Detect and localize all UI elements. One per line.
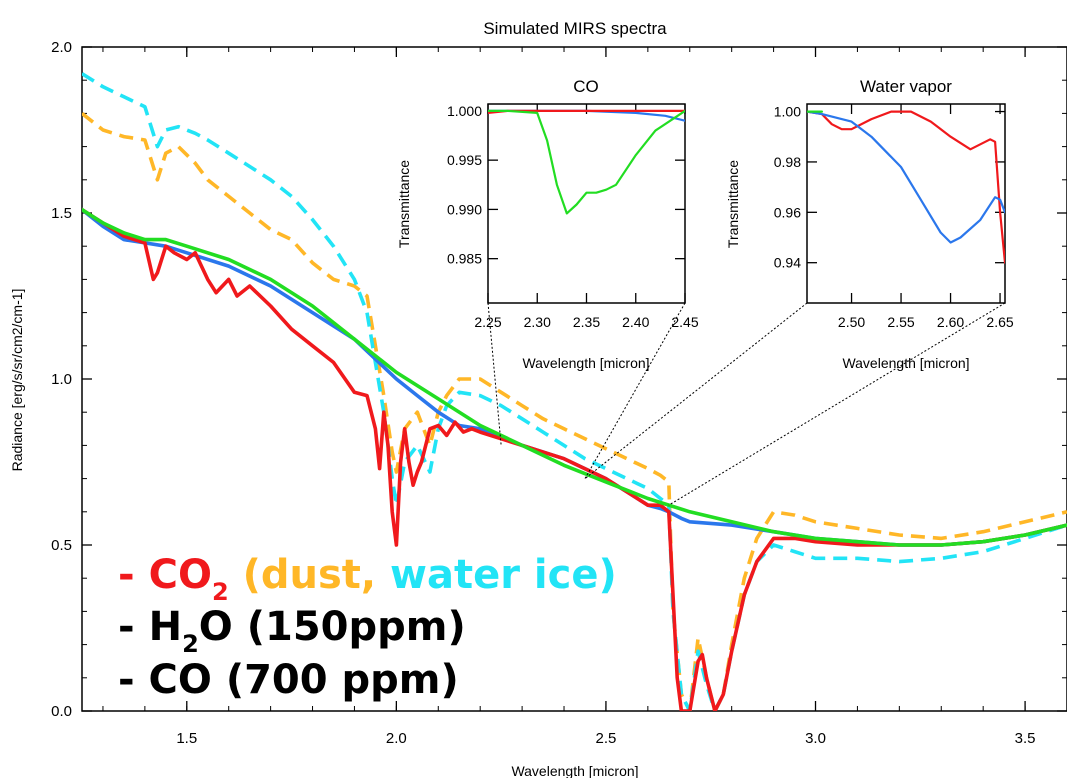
main-plot: Simulated MIRS spectra Wavelength [micro… (9, 19, 1067, 778)
co-inset-x-axis-label: Wavelength [micron] (522, 355, 649, 371)
co-inset-frame (487, 103, 686, 304)
x-tick-label: 2.60 (937, 314, 964, 330)
x-tick-label: 2.65 (986, 314, 1013, 330)
legend-entry-co: - CO (700 ppm) (118, 657, 459, 703)
water-vapor-inset-y-axis-label: Transmittance (725, 160, 741, 248)
x-tick-label: 2.5 (596, 730, 617, 747)
x-tick-label: 3.0 (805, 730, 826, 747)
main-series-co2-line (82, 207, 1067, 711)
x-tick-label: 2.55 (887, 314, 914, 330)
legend: - CO2 (dust, water ice) - H2O (150ppm) - C… (118, 552, 617, 703)
zoom-connector-lines (487, 302, 1006, 506)
x-tick-label: 3.5 (1015, 730, 1036, 747)
legend-h2o-subscript: 2 (182, 630, 199, 658)
legend-co2-dash: - (118, 552, 135, 598)
x-tick-label: 2.35 (573, 314, 600, 330)
main-title: Simulated MIRS spectra (483, 19, 667, 38)
co-inset-axis-ticks: 2.25 2.30 2.35 2.40 2.45 1.000 0.995 0.990 0.985 (447, 103, 699, 330)
y-tick-label: 0.985 (447, 251, 482, 267)
co-inset-series-co-line (488, 109, 685, 215)
x-tick-label: 2.25 (474, 314, 501, 330)
y-tick-label: 0.96 (774, 204, 801, 220)
y-tick-label: 0.995 (447, 152, 482, 168)
legend-h2o-label: H (149, 604, 182, 650)
main-x-axis-label: Wavelength [micron] (511, 763, 638, 778)
x-tick-label: 2.40 (622, 314, 649, 330)
zoom-connector-line (668, 302, 1006, 506)
y-tick-label: 2.0 (51, 39, 72, 56)
main-y-axis-label: Radiance [erg/s/sr/cm2/cm-1] (9, 289, 25, 472)
water-vapor-inset-x-axis-label: Wavelength [micron] (842, 355, 969, 371)
water-vapor-inset: Water vapor Wavelength [micron] Transmit… (725, 77, 1014, 371)
legend-co2-label: CO (149, 552, 212, 598)
y-tick-label: 0.98 (774, 154, 801, 170)
legend-entry-h2o: - H2O (150ppm) (118, 604, 466, 658)
legend-co2-subscript: 2 (212, 578, 229, 606)
x-tick-label: 2.30 (524, 314, 551, 330)
water-vapor-inset-series-h2o-line (807, 110, 1005, 244)
x-tick-label: 2.0 (386, 730, 407, 747)
main-series-group (82, 72, 1067, 711)
y-tick-label: 1.000 (447, 103, 482, 119)
co-inset-series-group (488, 109, 685, 215)
zoom-connector-line (584, 302, 686, 479)
y-tick-label: 0.990 (447, 201, 482, 217)
legend-h2o-tail: O (150ppm) (199, 604, 466, 650)
water-vapor-inset-frame (806, 103, 1006, 304)
y-tick-label: 0.0 (51, 703, 72, 720)
y-tick-label: 1.5 (51, 205, 72, 222)
legend-dust-label: (dust, (229, 552, 376, 598)
zoom-connector-line (584, 302, 808, 479)
co-inset-y-axis-label: Transmittance (396, 160, 412, 248)
x-tick-label: 2.50 (838, 314, 865, 330)
co-inset-title: CO (573, 77, 599, 96)
legend-entry-co2-dust-water-ice: - CO2 (dust, water ice) (118, 552, 617, 606)
main-series-co-line (82, 207, 1067, 547)
x-tick-label: 1.5 (176, 730, 197, 747)
y-tick-label: 0.94 (774, 255, 801, 271)
water-vapor-inset-axis-ticks: 2.50 2.55 2.60 2.65 1.00 0.98 0.96 0.94 (774, 104, 1014, 330)
legend-water-ice-label: water ice) (376, 552, 617, 598)
water-vapor-inset-series-group (807, 110, 1005, 264)
y-tick-label: 0.5 (51, 537, 72, 554)
water-vapor-inset-series-co2-line (807, 110, 1005, 264)
main-series-dust-line (82, 111, 1067, 711)
co-inset: CO Wavelength [micron] Transmittance 2.2… (396, 77, 699, 371)
y-tick-label: 1.0 (51, 371, 72, 388)
y-tick-label: 1.00 (774, 104, 801, 120)
x-tick-label: 2.45 (671, 314, 698, 330)
legend-h2o-dash: - (118, 604, 135, 650)
water-vapor-inset-title: Water vapor (860, 77, 952, 96)
